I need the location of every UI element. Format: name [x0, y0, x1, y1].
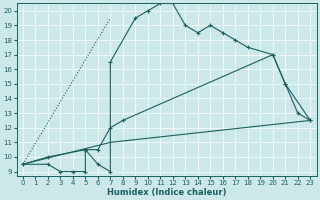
X-axis label: Humidex (Indice chaleur): Humidex (Indice chaleur) [107, 188, 226, 197]
